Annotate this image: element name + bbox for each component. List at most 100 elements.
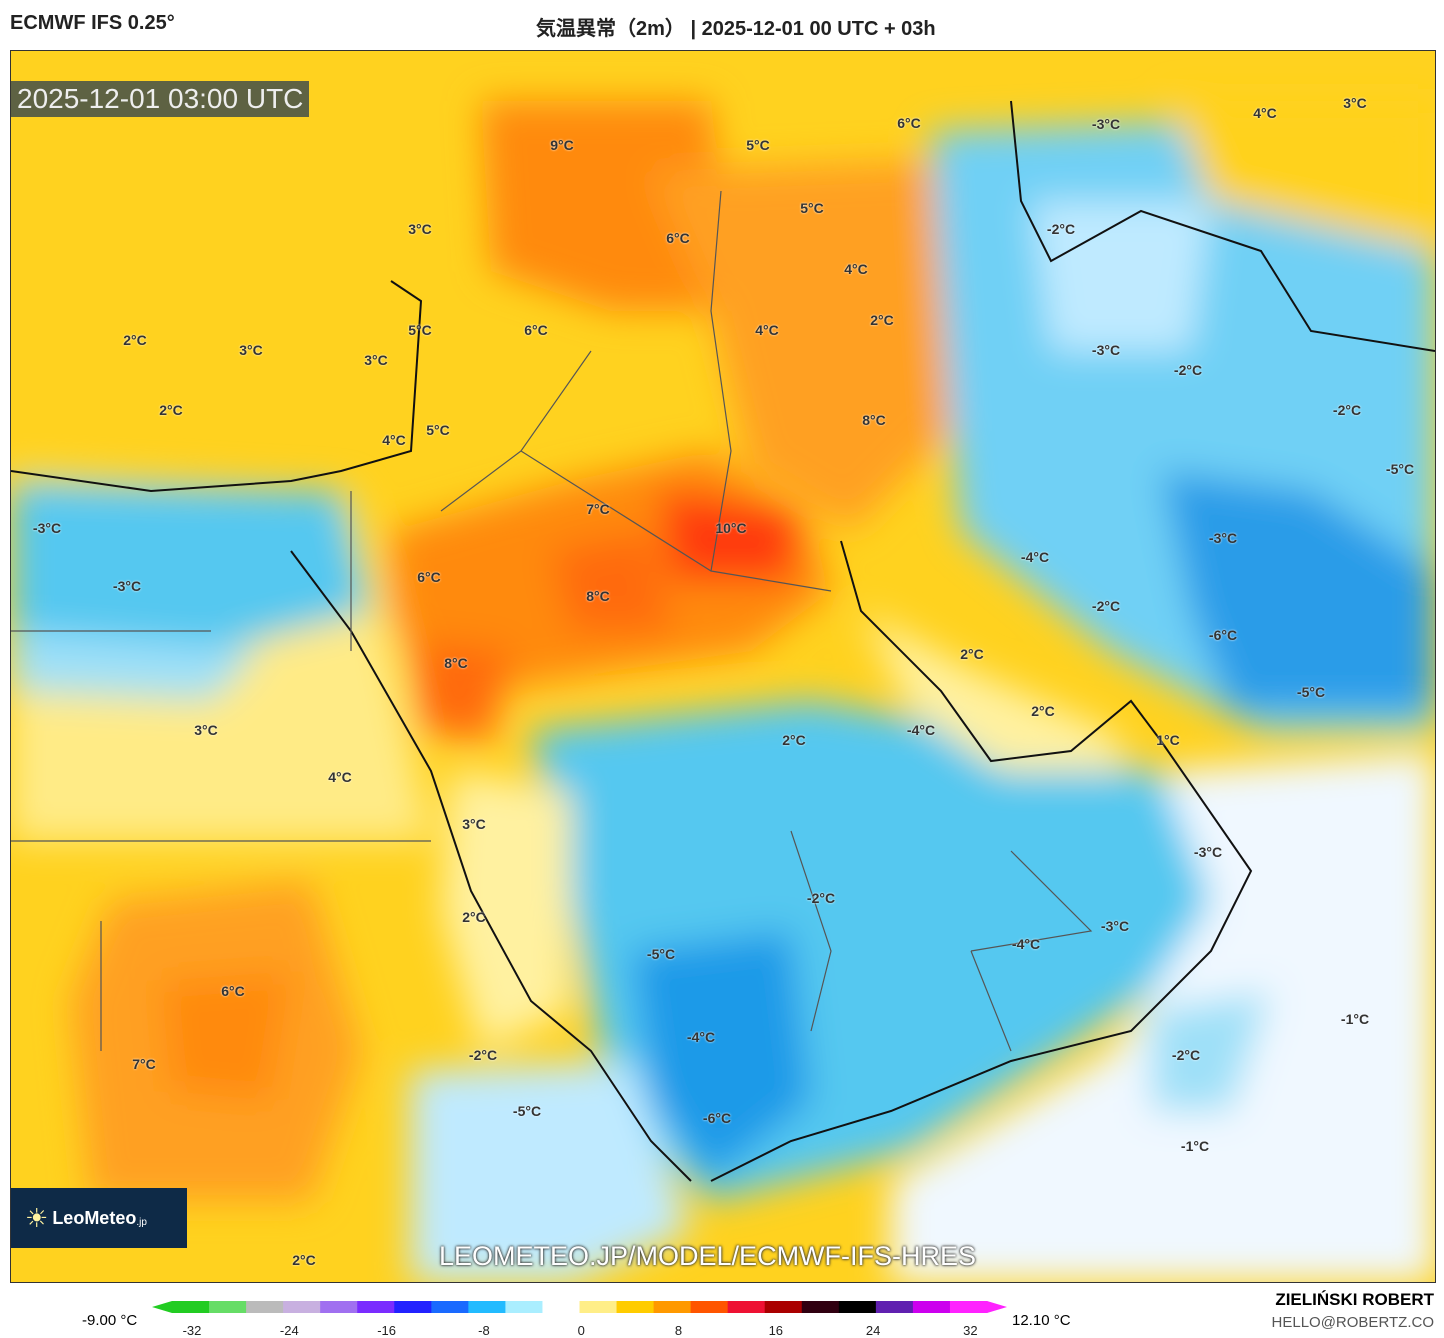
colorbar-bin xyxy=(246,1301,284,1313)
contour-label: -3°C xyxy=(1091,342,1121,358)
leometeo-logo: ☀ LeoMeteo .jp xyxy=(11,1188,187,1248)
colorbar-bin xyxy=(616,1301,655,1313)
author-email[interactable]: HELLO@ROBERTZ.CO xyxy=(1271,1314,1434,1331)
watermark-url: LEOMETEO.JP/MODEL/ECMWF-IFS-HRES xyxy=(439,1241,977,1271)
colorbar-bin xyxy=(579,1301,618,1313)
contour-label: 8°C xyxy=(862,412,886,428)
contour-label: 6°C xyxy=(524,322,548,338)
contour-label: -4°C xyxy=(906,722,936,738)
contour-label: 4°C xyxy=(328,769,352,785)
contour-label: 2°C xyxy=(782,732,806,748)
colorbar-bin xyxy=(838,1301,877,1313)
colorbar-bin xyxy=(912,1301,951,1313)
colorbar-tick: -32 xyxy=(182,1323,202,1338)
anomaly-field xyxy=(11,51,1435,1282)
colorbar-tick: 0 xyxy=(577,1323,585,1338)
colorbar-tick: -24 xyxy=(279,1323,299,1338)
contour-label: 3°C xyxy=(194,722,218,738)
contour-label: -2°C xyxy=(1332,402,1362,418)
colorbar-tick: 32 xyxy=(963,1323,978,1338)
contour-label: 5°C xyxy=(426,422,450,438)
contour-label: 10°C xyxy=(715,520,747,536)
contour-label: 6°C xyxy=(897,115,921,131)
contour-label: 3°C xyxy=(1343,95,1367,111)
contour-label: -4°C xyxy=(1011,936,1041,952)
colorbar-bin xyxy=(357,1301,395,1313)
contour-label: 6°C xyxy=(417,569,441,585)
model-name: ECMWF IFS 0.25° xyxy=(10,12,175,34)
contour-label: -6°C xyxy=(702,1110,732,1126)
contour-label: 3°C xyxy=(239,342,263,358)
contour-label: -3°C xyxy=(1100,918,1130,934)
colorbar-bin xyxy=(949,1301,988,1313)
colorbar-bin xyxy=(764,1301,803,1313)
contour-label: 5°C xyxy=(746,137,770,153)
contour-label: -1°C xyxy=(1340,1011,1370,1027)
colorbar-bin xyxy=(172,1301,210,1313)
contour-label: -3°C xyxy=(112,578,142,594)
contour-label: 6°C xyxy=(666,230,690,246)
contour-label: 1°C xyxy=(1156,732,1180,748)
contour-label: 3°C xyxy=(462,816,486,832)
colorbar-bin xyxy=(542,1301,580,1313)
contour-label: -5°C xyxy=(512,1103,542,1119)
colorbar-bin xyxy=(283,1301,321,1313)
logo-text: LeoMeteo xyxy=(52,1207,137,1228)
contour-label: 4°C xyxy=(844,261,868,277)
contour-label: 4°C xyxy=(382,432,406,448)
colorbar-tick: -8 xyxy=(478,1323,490,1338)
contour-label: -2°C xyxy=(1091,598,1121,614)
contour-label: -5°C xyxy=(646,946,676,962)
temperature-anomaly-map[interactable]: 9°C 5°C 6°C 3°C 6°C 5°C 4°C 2°C 3°C 3°C 5°C 6°C 4°C 2… xyxy=(10,50,1436,1283)
colorbar-bin xyxy=(431,1301,469,1313)
colorbar-bin xyxy=(209,1301,247,1313)
contour-label: 4°C xyxy=(1253,105,1277,121)
chart-title: 気温異常（2m） | 2025-12-01 00 UTC + 03h xyxy=(536,18,936,40)
contour-label: -2°C xyxy=(806,890,836,906)
author-name: ZIELIŃSKI ROBERT xyxy=(1275,1290,1434,1309)
contour-label: -1°C xyxy=(1180,1138,1210,1154)
contour-label: 2°C xyxy=(960,646,984,662)
contour-label: 2°C xyxy=(462,909,486,925)
contour-label: 7°C xyxy=(132,1056,156,1072)
contour-label: -2°C xyxy=(1171,1047,1201,1063)
contour-label: 7°C xyxy=(586,501,610,517)
contour-label: 3°C xyxy=(408,221,432,237)
contour-label: -4°C xyxy=(686,1029,716,1045)
contour-label: 8°C xyxy=(586,588,610,604)
colorbar-max: 12.10 °C xyxy=(1012,1312,1071,1329)
colorbar-bin xyxy=(727,1301,766,1313)
colorbar-bin xyxy=(320,1301,358,1313)
colorbar-bin xyxy=(653,1301,692,1313)
contour-label: 6°C xyxy=(221,983,245,999)
colorbar-tick: 24 xyxy=(865,1323,881,1338)
contour-label: 3°C xyxy=(364,352,388,368)
contour-label: 5°C xyxy=(800,200,824,216)
colorbar xyxy=(152,1301,1007,1313)
colorbar-arrow-high xyxy=(987,1301,1007,1313)
contour-label: -3°C xyxy=(1193,844,1223,860)
valid-time: 2025-12-01 03:00 UTC xyxy=(11,81,310,117)
contour-label: -3°C xyxy=(1091,116,1121,132)
contour-label: 5°C xyxy=(408,322,432,338)
contour-label: -5°C xyxy=(1296,684,1326,700)
contour-label: -2°C xyxy=(468,1047,498,1063)
contour-label: -2°C xyxy=(1173,362,1203,378)
colorbar-bin xyxy=(394,1301,432,1313)
colorbar-bin xyxy=(801,1301,840,1313)
contour-label: -2°C xyxy=(1046,221,1076,237)
contour-label: 2°C xyxy=(870,312,894,328)
contour-label: 2°C xyxy=(1031,703,1055,719)
colorbar-tick: 16 xyxy=(768,1323,784,1338)
colorbar-bin xyxy=(690,1301,729,1313)
sun-icon: ☀ xyxy=(25,1202,49,1233)
contour-label: -3°C xyxy=(32,520,62,536)
logo-suffix: .jp xyxy=(136,1216,147,1228)
contour-label: -3°C xyxy=(1208,530,1238,546)
colorbar-tick: 8 xyxy=(674,1323,683,1338)
contour-label: 2°C xyxy=(292,1252,316,1268)
contour-label: 4°C xyxy=(755,322,779,338)
contour-label: -5°C xyxy=(1385,461,1415,477)
contour-label: 2°C xyxy=(123,332,147,348)
colorbar-tick: -16 xyxy=(377,1323,396,1338)
